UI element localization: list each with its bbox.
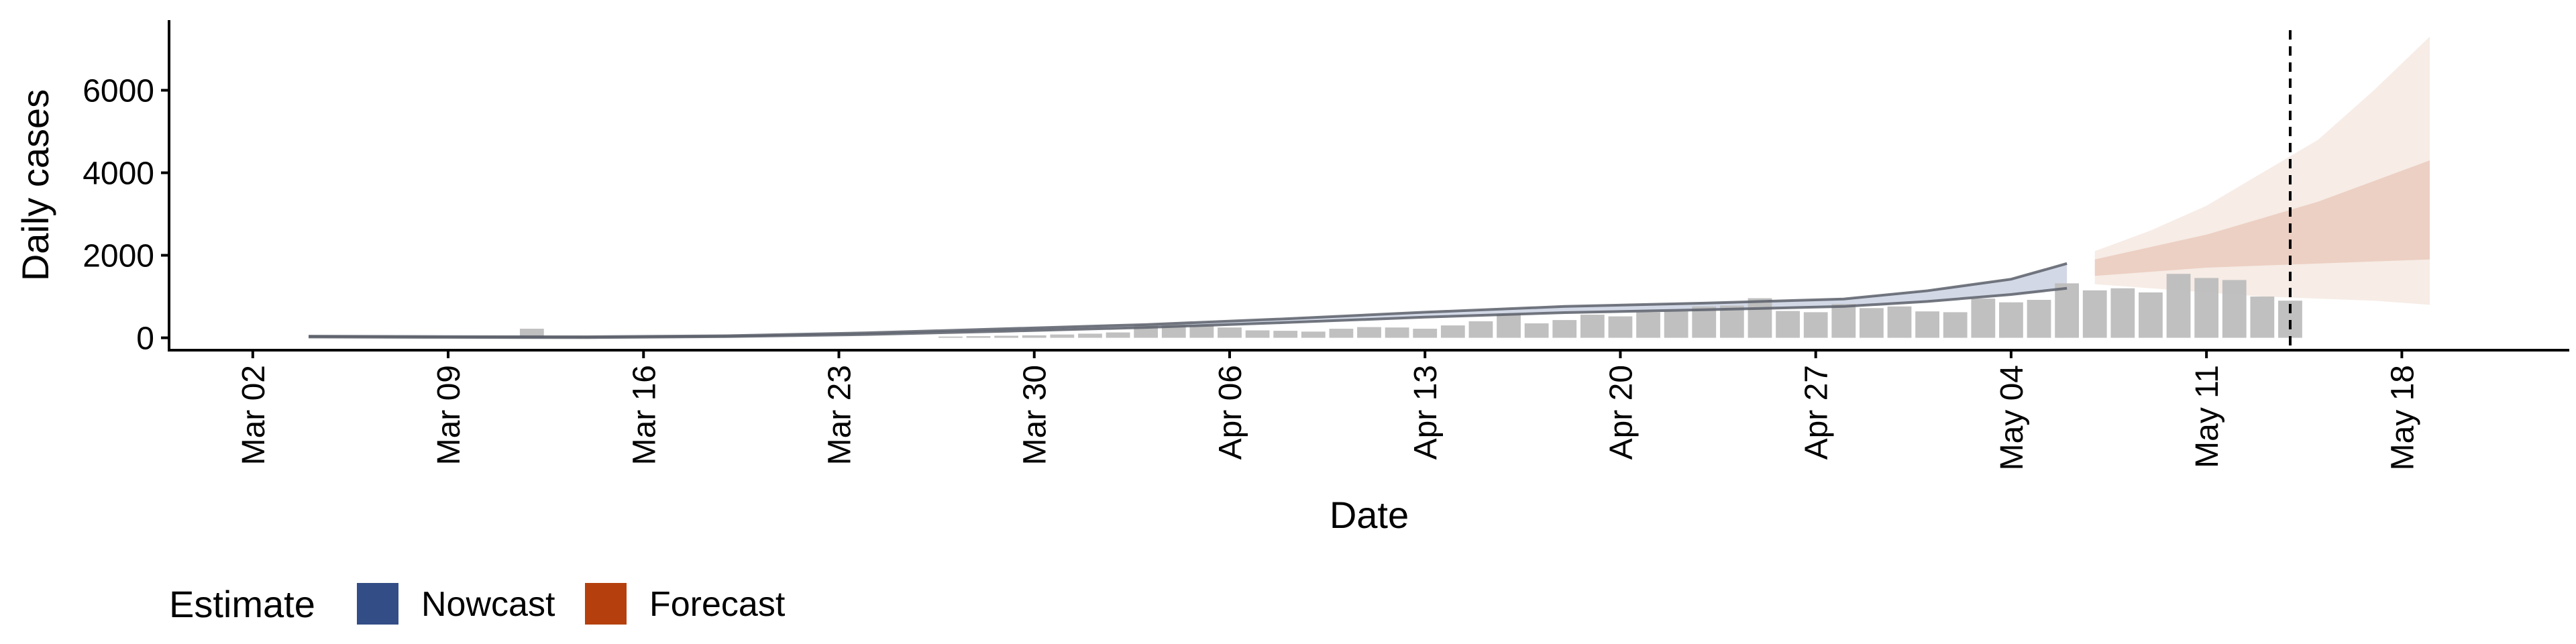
- legend-title: Estimate: [169, 583, 315, 625]
- case-bar: [1748, 298, 1772, 338]
- x-tick-label: Mar 02: [236, 365, 272, 465]
- case-bar: [2082, 290, 2107, 338]
- case-bar: [1106, 332, 1130, 338]
- x-tick-label: Mar 23: [822, 365, 858, 465]
- case-bar: [994, 335, 1019, 338]
- x-tick-label: May 18: [2385, 365, 2420, 470]
- legend-key-nowcast: [357, 583, 398, 625]
- x-axis-title: Date: [1330, 494, 1409, 536]
- case-bar: [1329, 329, 1354, 338]
- case-bar: [1580, 315, 1605, 338]
- case-bar: [1915, 311, 1939, 338]
- case-bar: [2110, 288, 2135, 338]
- legend-label-forecast: Forecast: [649, 585, 786, 624]
- case-bar: [1719, 305, 1744, 338]
- case-bar: [1385, 327, 1409, 338]
- case-bar: [1971, 299, 1996, 338]
- x-tick-label: Mar 09: [431, 365, 467, 465]
- case-bar: [1245, 330, 1270, 338]
- x-tick-label: Apr 13: [1408, 365, 1444, 460]
- nowcast-lower-line: [309, 286, 2068, 339]
- y-tick-label: 0: [136, 321, 154, 357]
- case-bar: [2166, 274, 2191, 338]
- case-bar: [1357, 327, 1381, 338]
- case-bar: [2139, 292, 2163, 338]
- case-bar: [1776, 311, 1800, 338]
- case-bar: [1943, 312, 1968, 338]
- case-bar: [1692, 306, 1717, 338]
- y-tick-label: 4000: [83, 156, 154, 192]
- case-bar: [1301, 331, 1326, 338]
- x-tick-label: Mar 30: [1018, 365, 1053, 465]
- case-bar: [938, 336, 963, 338]
- case-bar: [1803, 312, 1828, 338]
- x-tick-label: Mar 16: [627, 365, 662, 465]
- bar-layer: [519, 274, 2302, 338]
- case-bar: [1022, 335, 1046, 338]
- case-bar: [966, 336, 991, 338]
- case-bar: [1608, 316, 1633, 338]
- case-bar: [1050, 334, 1075, 338]
- y-ticks: 0 2000 4000 6000: [83, 74, 169, 357]
- case-bar: [1413, 329, 1438, 338]
- case-bar: [1887, 306, 1912, 338]
- legend: Estimate Nowcast Forecast: [169, 583, 786, 625]
- forecast-outer-band: [2094, 36, 2430, 305]
- case-bar: [2055, 283, 2080, 338]
- case-bar: [1218, 327, 1242, 338]
- case-bar: [2194, 278, 2219, 338]
- y-axis-title: Daily cases: [14, 89, 56, 281]
- case-bar: [1859, 308, 1884, 338]
- x-tick-label: Apr 06: [1213, 365, 1248, 460]
- case-bar: [1831, 304, 1856, 338]
- legend-label-nowcast: Nowcast: [421, 585, 555, 624]
- x-ticks: Mar 02 Mar 09 Mar 16 Mar 23 Mar 30 Apr 06 Apr …: [236, 350, 2420, 470]
- case-bar: [2027, 299, 2051, 338]
- legend-key-forecast: [585, 583, 627, 625]
- case-bar: [1078, 333, 1102, 338]
- forecast-inner-band: [2094, 160, 2430, 276]
- case-bar: [1189, 325, 1214, 338]
- case-bar: [2222, 280, 2247, 338]
- x-tick-label: Apr 27: [1799, 365, 1835, 460]
- case-bar: [2250, 297, 2275, 338]
- y-tick-label: 6000: [83, 74, 154, 109]
- x-tick-label: May 04: [1994, 365, 2030, 470]
- case-bar: [1273, 331, 1298, 338]
- case-bar: [1552, 320, 1577, 338]
- case-bar: [1497, 313, 1521, 338]
- x-tick-label: Apr 20: [1603, 365, 1639, 460]
- case-bar: [1636, 312, 1660, 338]
- case-bar: [1664, 311, 1688, 338]
- case-bar: [1440, 325, 1465, 338]
- case-bar: [1468, 321, 1493, 338]
- y-tick-label: 2000: [83, 239, 154, 274]
- x-tick-label: May 11: [2190, 365, 2225, 468]
- ribbon-layer: [309, 36, 2430, 338]
- case-bar: [1999, 302, 2023, 338]
- case-bar: [1524, 323, 1549, 338]
- line-layer: [309, 262, 2068, 339]
